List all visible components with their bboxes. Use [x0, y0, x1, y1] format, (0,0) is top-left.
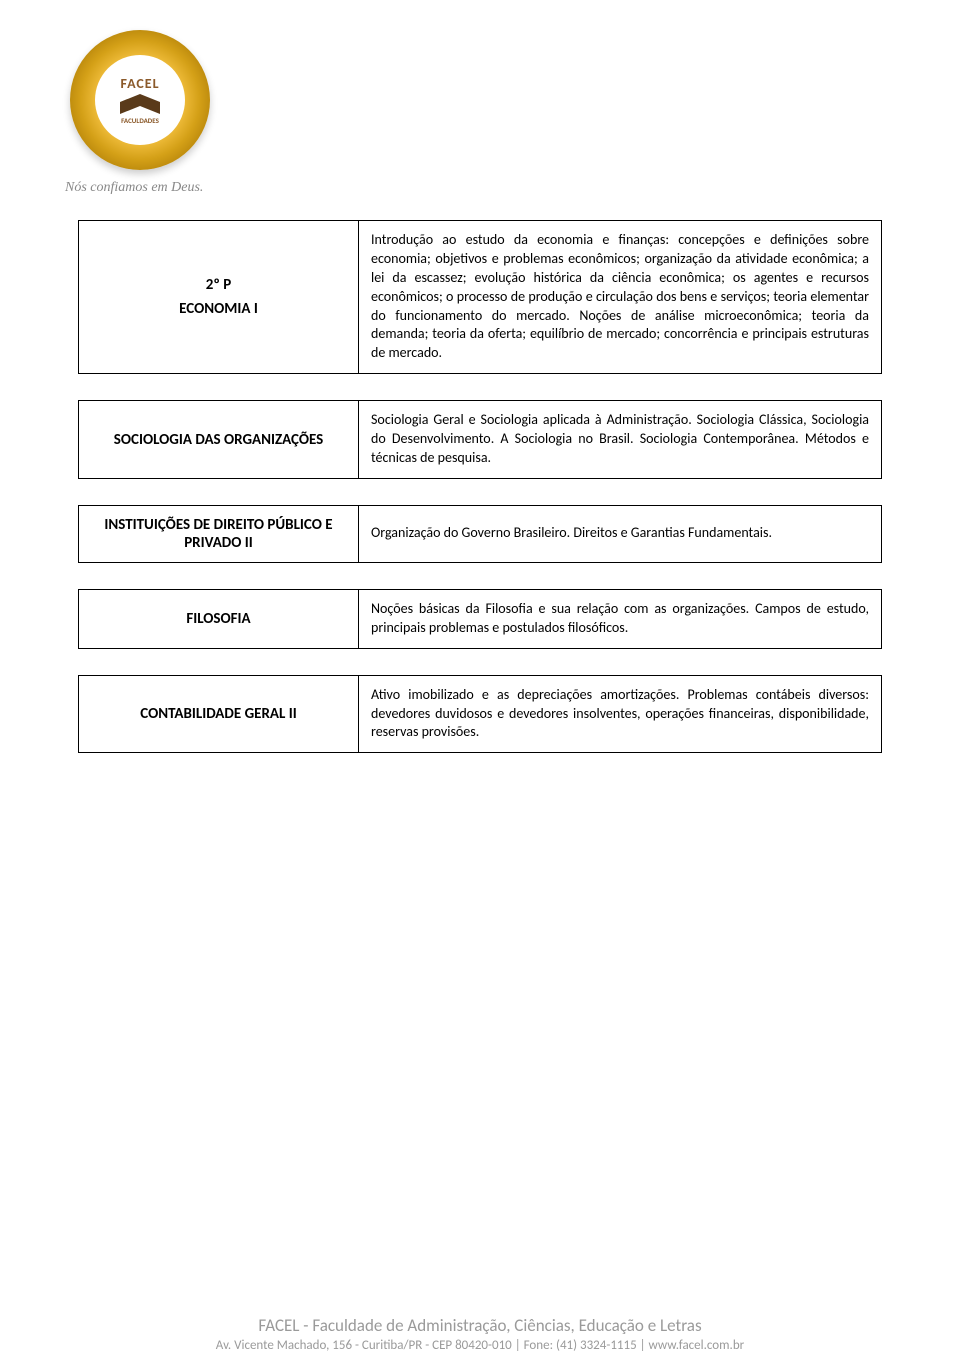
course-title: INSTITUIÇÕES DE DIREITO PÚBLICO E PRIVAD… [104, 516, 332, 552]
course-title-cell: CONTABILIDADE GERAL II [79, 675, 359, 753]
course-description: Introdução ao estudo da economia e finan… [359, 221, 882, 374]
footer-title: FACEL - Faculdade de Administração, Ciên… [0, 1315, 960, 1336]
footer-subtitle: Av. Vicente Machado, 156 - Curitiba/PR -… [0, 1338, 960, 1353]
course-title-cell: SOCIOLOGIA DAS ORGANIZAÇÕES [79, 401, 359, 479]
logo-subtitle: FACULDADES [121, 116, 159, 125]
course-row-contabilidade: CONTABILIDADE GERAL II Ativo imobilizado… [78, 675, 882, 754]
course-title-cell: 2º P ECONOMIA I [79, 221, 359, 374]
content-area: 2º P ECONOMIA I Introdução ao estudo da … [0, 220, 960, 753]
page-header: FACEL FACULDADES Nós confiamos em Deus. [0, 0, 960, 220]
page-footer: FACEL - Faculdade de Administração, Ciên… [0, 1315, 960, 1353]
course-title-cell: FILOSOFIA [79, 589, 359, 648]
course-title: FILOSOFIA [186, 610, 250, 628]
tagline-text: Nós confiamos em Deus. [65, 180, 960, 196]
course-title: SOCIOLOGIA DAS ORGANIZAÇÕES [114, 431, 323, 449]
course-row-direito: INSTITUIÇÕES DE DIREITO PÚBLICO E PRIVAD… [78, 505, 882, 563]
course-row-economia: 2º P ECONOMIA I Introdução ao estudo da … [78, 220, 882, 374]
logo-badge: FACEL FACULDADES [70, 30, 210, 170]
course-description: Ativo imobilizado e as depreciações amor… [359, 675, 882, 753]
course-description: Noções básicas da Filosofia e sua relaçã… [359, 589, 882, 648]
course-period: 2º P [91, 276, 346, 294]
course-title-cell: INSTITUIÇÕES DE DIREITO PÚBLICO E PRIVAD… [79, 505, 359, 562]
course-description: Organização do Governo Brasileiro. Direi… [359, 505, 882, 562]
course-title: CONTABILIDADE GERAL II [140, 705, 296, 723]
course-row-filosofia: FILOSOFIA Noções básicas da Filosofia e … [78, 589, 882, 649]
course-row-sociologia: SOCIOLOGIA DAS ORGANIZAÇÕES Sociologia G… [78, 400, 882, 479]
course-title: ECONOMIA I [179, 300, 258, 318]
logo-name: FACEL [120, 75, 159, 92]
book-icon [120, 94, 160, 114]
course-description: Sociologia Geral e Sociologia aplicada à… [359, 401, 882, 479]
